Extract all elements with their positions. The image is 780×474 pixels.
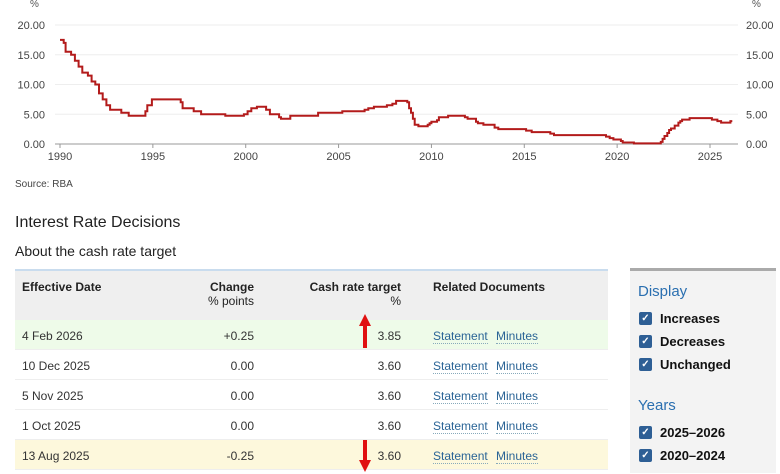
row-date: 5 Nov 2025 — [22, 389, 84, 403]
table-row: 5 Nov 2025 0.00 3.60 Statement Minutes — [15, 380, 608, 410]
decisions-table: Effective Date Change% points Cash rate … — [15, 269, 608, 472]
minutes-link[interactable]: Minutes — [496, 449, 539, 464]
section-subtitle: About the cash rate target — [15, 243, 177, 259]
row-change: 0.00 — [230, 359, 254, 373]
years-title: Years — [638, 397, 676, 414]
arrow-up-icon — [359, 314, 371, 348]
y-tick-label-left: 20.00 — [17, 20, 45, 32]
minutes-link[interactable]: Minutes — [496, 389, 539, 404]
arrow-down-icon — [359, 440, 371, 472]
header-change: Change% points — [207, 280, 254, 308]
row-date: 1 Oct 2025 — [22, 419, 81, 433]
series-line — [60, 38, 733, 145]
x-tick-label: 2025 — [698, 151, 722, 163]
y-axis-unit-right: % — [752, 0, 761, 10]
y-tick-label-left: 15.00 — [17, 50, 45, 62]
row-date: 13 Aug 2025 — [22, 449, 90, 463]
chart-source: Source: RBA — [15, 179, 73, 190]
section-title: Interest Rate Decisions — [15, 214, 181, 231]
table-row: 1 Oct 2025 0.00 3.60 Statement Minutes — [15, 410, 608, 440]
checkbox-check-icon[interactable]: ✓ — [639, 426, 652, 439]
minutes-link[interactable]: Minutes — [496, 419, 539, 434]
checkbox-unchanged[interactable]: ✓ Unchanged — [639, 357, 731, 372]
y-axis-unit-left: % — [30, 0, 39, 10]
row-change: 0.00 — [230, 389, 254, 403]
row-target: 3.60 — [377, 449, 401, 463]
row-date: 4 Feb 2026 — [22, 329, 83, 343]
x-tick-label: 2000 — [233, 151, 257, 163]
table-row: 13 Aug 2025 -0.25 3.60 Statement Minutes — [15, 440, 608, 472]
statement-link[interactable]: Statement — [433, 359, 488, 374]
checkbox-check-icon[interactable]: ✓ — [639, 358, 652, 371]
checkbox-2020-2024[interactable]: ✓ 2020–2024 — [639, 448, 725, 463]
display-title: Display — [638, 283, 688, 300]
row-change: +0.25 — [223, 329, 254, 343]
filter-panel: Display ✓ Increases ✓ Decreases ✓ Unchanged Y… — [630, 268, 776, 473]
header-docs: Related Documents — [433, 280, 546, 294]
row-change: -0.25 — [226, 449, 254, 463]
table-row: 4 Feb 2026 +0.25 3.85 Statement Minutes — [15, 314, 608, 350]
x-tick-label: 1995 — [141, 151, 165, 163]
statement-link[interactable]: Statement — [433, 389, 488, 404]
y-tick-label-left: 5.00 — [24, 109, 45, 121]
row-target: 3.60 — [377, 389, 401, 403]
y-tick-label-left: 0.00 — [24, 139, 45, 151]
checkbox-2025-2026[interactable]: ✓ 2025–2026 — [639, 425, 725, 440]
minutes-link[interactable]: Minutes — [496, 359, 539, 374]
row-target: 3.85 — [377, 329, 401, 343]
y-tick-label-right: 5.00 — [746, 109, 767, 121]
x-tick-label: 2010 — [419, 151, 443, 163]
statement-link[interactable]: Statement — [433, 419, 488, 434]
cash-rate-chart: % % 0.00 0.00 5.00 5.00 10.00 10.00 15.00 15.00 20… — [17, 0, 774, 163]
x-tick-label: 1990 — [48, 151, 72, 163]
row-change: 0.00 — [230, 419, 254, 433]
y-tick-label-right: 0.00 — [746, 139, 767, 151]
header-target: Cash rate target% — [309, 280, 401, 308]
statement-link[interactable]: Statement — [433, 449, 488, 464]
table-row: 10 Dec 2025 0.00 3.60 Statement Minutes — [15, 350, 608, 380]
checkbox-check-icon[interactable]: ✓ — [639, 449, 652, 462]
row-target: 3.60 — [377, 419, 401, 433]
checkbox-check-icon[interactable]: ✓ — [639, 312, 652, 325]
checkbox-increases[interactable]: ✓ Increases — [639, 311, 720, 326]
x-tick-label: 2020 — [605, 151, 629, 163]
table-header: Effective Date Change% points Cash rate … — [15, 271, 608, 320]
row-date: 10 Dec 2025 — [22, 359, 91, 373]
y-tick-label-right: 15.00 — [746, 50, 774, 62]
row-target: 3.60 — [377, 359, 401, 373]
x-tick-label: 2015 — [512, 151, 536, 163]
y-tick-label-left: 10.00 — [17, 80, 45, 92]
minutes-link[interactable]: Minutes — [496, 329, 539, 344]
x-tick-label: 2005 — [326, 151, 350, 163]
checkbox-decreases[interactable]: ✓ Decreases — [639, 334, 725, 349]
header-date: Effective Date — [22, 280, 102, 294]
checkbox-check-icon[interactable]: ✓ — [639, 335, 652, 348]
statement-link[interactable]: Statement — [433, 329, 488, 344]
y-tick-label-right: 20.00 — [746, 20, 774, 32]
y-tick-label-right: 10.00 — [746, 80, 774, 92]
